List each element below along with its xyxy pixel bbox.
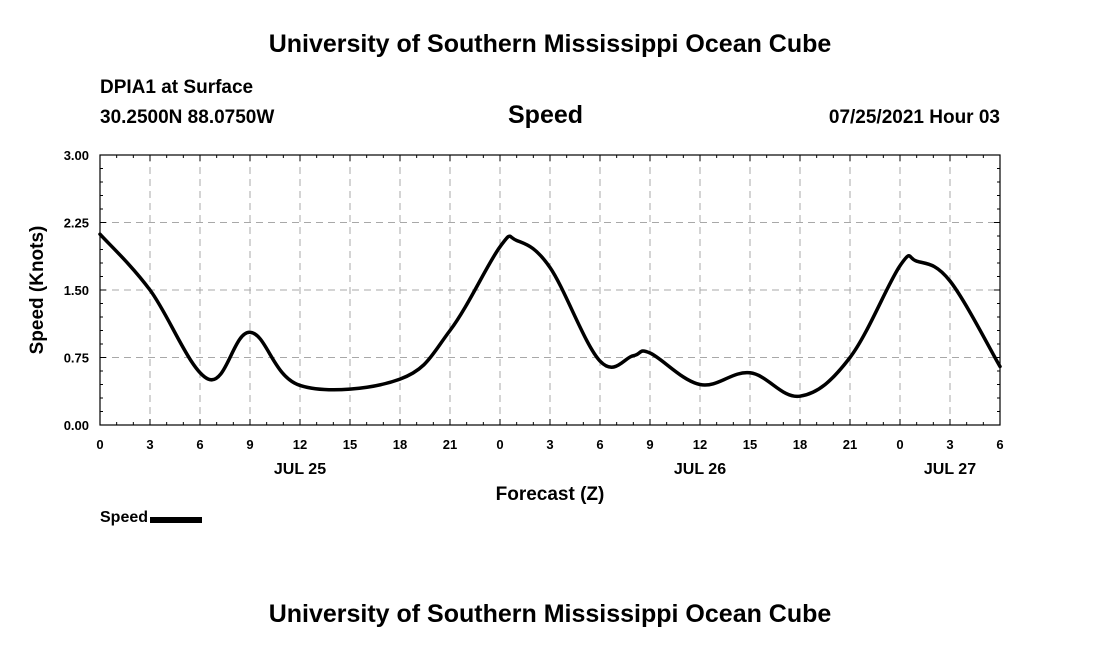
x-axis-title: Forecast (Z) (496, 484, 605, 505)
x-tick-label: 3 (546, 437, 553, 452)
x-tick-label: 12 (693, 437, 707, 452)
tick-labels: 0 3 6 9 12 15 18 21 0 3 6 9 12 15 18 21 0 3 6 0.00 0.75 1.50 2… (64, 148, 1004, 478)
date-label: JUL 26 (674, 461, 726, 478)
y-axis-title: Speed (Knots) (27, 226, 48, 355)
page-title: University of Southern Mississippi Ocean… (268, 30, 832, 58)
station-coordinates: 30.2500N 88.0750W (100, 107, 275, 128)
chart-title: Speed (508, 101, 584, 129)
x-tick-label: 6 (596, 437, 603, 452)
x-tick-label: 0 (896, 437, 903, 452)
x-tick-label: 9 (246, 437, 253, 452)
x-tick-label: 3 (146, 437, 153, 452)
x-tick-label: 15 (743, 437, 757, 452)
legend-swatch-speed (150, 516, 203, 523)
station-name: DPIA1 at Surface (100, 77, 254, 98)
x-tick-label: 18 (793, 437, 807, 452)
y-tick-label: 0.00 (64, 418, 89, 433)
x-tick-label: 0 (96, 437, 103, 452)
x-tick-label: 6 (996, 437, 1003, 452)
y-tick-label: 0.75 (64, 351, 89, 366)
y-tick-label: 1.50 (64, 283, 89, 298)
x-tick-label: 0 (496, 437, 503, 452)
x-tick-label: 18 (393, 437, 407, 452)
x-tick-label: 9 (646, 437, 653, 452)
forecast-datetime: 07/25/2021 Hour 03 (828, 107, 1000, 128)
y-tick-label: 2.25 (64, 216, 89, 231)
series-line-speed (98, 232, 1002, 398)
plot-frame (99, 154, 1001, 426)
x-tick-label: 12 (293, 437, 307, 452)
x-tick-label: 3 (946, 437, 953, 452)
date-label: JUL 27 (924, 461, 976, 478)
x-tick-label: 15 (343, 437, 357, 452)
x-tick-label: 21 (843, 437, 857, 452)
y-tick-label: 3.00 (64, 148, 89, 163)
footer-title: University of Southern Mississippi Ocean… (268, 600, 832, 628)
x-tick-label: 21 (443, 437, 457, 452)
x-tick-label: 6 (196, 437, 203, 452)
legend: Speed (100, 509, 203, 527)
grid-lines (100, 155, 1000, 425)
legend-label-speed: Speed (100, 509, 149, 526)
date-label: JUL 25 (274, 461, 326, 478)
